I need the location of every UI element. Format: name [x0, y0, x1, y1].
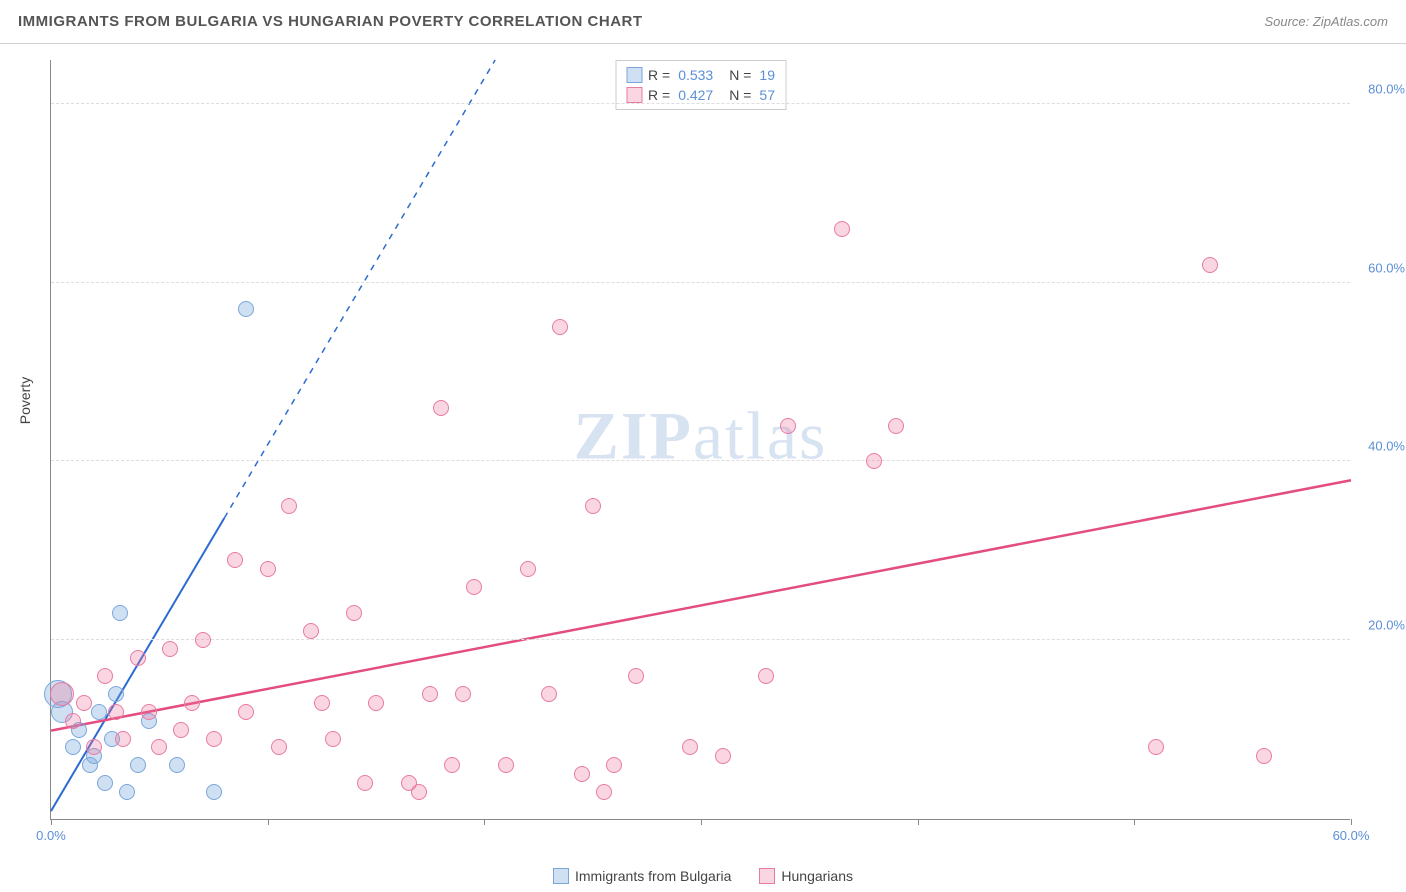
x-tick	[268, 819, 269, 825]
data-point	[195, 632, 211, 648]
legend-item: Immigrants from Bulgaria	[553, 868, 731, 884]
data-point	[130, 650, 146, 666]
data-point	[76, 695, 92, 711]
data-point	[368, 695, 384, 711]
legend-swatch	[553, 868, 569, 884]
data-point	[97, 775, 113, 791]
x-tick-label: 0.0%	[36, 828, 66, 843]
trend-line-dashed	[224, 60, 495, 518]
data-point	[50, 682, 74, 706]
y-axis-title: Poverty	[17, 377, 33, 424]
gridline	[51, 282, 1350, 283]
data-point	[444, 757, 460, 773]
data-point	[162, 641, 178, 657]
data-point	[346, 605, 362, 621]
x-tick	[1134, 819, 1135, 825]
data-point	[260, 561, 276, 577]
scatter-plot-area: ZIPatlas R =0.533N =19R =0.427N =57 20.0…	[50, 60, 1350, 820]
gridline	[51, 103, 1350, 104]
data-point	[303, 623, 319, 639]
data-point	[498, 757, 514, 773]
chart-title: IMMIGRANTS FROM BULGARIA VS HUNGARIAN PO…	[18, 13, 643, 30]
data-point	[585, 498, 601, 514]
data-point	[91, 704, 107, 720]
data-point	[834, 221, 850, 237]
data-point	[227, 552, 243, 568]
y-tick-label: 60.0%	[1368, 260, 1405, 275]
data-point	[552, 319, 568, 335]
data-point	[314, 695, 330, 711]
gridline	[51, 460, 1350, 461]
data-point	[758, 668, 774, 684]
y-tick-label: 20.0%	[1368, 618, 1405, 633]
data-point	[682, 739, 698, 755]
data-point	[866, 453, 882, 469]
y-tick-label: 80.0%	[1368, 81, 1405, 96]
source-label: Source:	[1264, 14, 1312, 29]
x-tick	[484, 819, 485, 825]
data-point	[281, 498, 297, 514]
data-point	[108, 704, 124, 720]
data-point	[466, 579, 482, 595]
data-point	[169, 757, 185, 773]
legend-item: Hungarians	[759, 868, 853, 884]
source-attribution: Source: ZipAtlas.com	[1264, 14, 1388, 29]
data-point	[715, 748, 731, 764]
series-legend: Immigrants from Bulgaria Hungarians	[553, 868, 853, 884]
data-point	[115, 731, 131, 747]
data-point	[130, 757, 146, 773]
data-point	[520, 561, 536, 577]
y-tick-label: 40.0%	[1368, 439, 1405, 454]
x-tick	[701, 819, 702, 825]
gridline	[51, 639, 1350, 640]
data-point	[119, 784, 135, 800]
data-point	[888, 418, 904, 434]
source-name: ZipAtlas.com	[1313, 14, 1388, 29]
data-point	[1148, 739, 1164, 755]
data-point	[325, 731, 341, 747]
data-point	[238, 301, 254, 317]
data-point	[238, 704, 254, 720]
data-point	[628, 668, 644, 684]
data-point	[65, 739, 81, 755]
data-point	[422, 686, 438, 702]
x-tick	[918, 819, 919, 825]
data-point	[411, 784, 427, 800]
data-point	[184, 695, 200, 711]
data-point	[173, 722, 189, 738]
data-point	[357, 775, 373, 791]
trend-line	[51, 480, 1351, 730]
x-tick	[51, 819, 52, 825]
legend-label: Immigrants from Bulgaria	[575, 868, 731, 884]
data-point	[112, 605, 128, 621]
data-point	[541, 686, 557, 702]
data-point	[606, 757, 622, 773]
data-point	[206, 784, 222, 800]
data-point	[574, 766, 590, 782]
x-tick-label: 60.0%	[1333, 828, 1370, 843]
data-point	[151, 739, 167, 755]
data-point	[86, 739, 102, 755]
data-point	[108, 686, 124, 702]
x-tick	[1351, 819, 1352, 825]
legend-label: Hungarians	[781, 868, 853, 884]
legend-swatch	[759, 868, 775, 884]
data-point	[97, 668, 113, 684]
data-point	[206, 731, 222, 747]
data-point	[433, 400, 449, 416]
data-point	[1256, 748, 1272, 764]
header: IMMIGRANTS FROM BULGARIA VS HUNGARIAN PO…	[0, 0, 1406, 44]
data-point	[271, 739, 287, 755]
data-point	[455, 686, 471, 702]
data-point	[65, 713, 81, 729]
data-point	[780, 418, 796, 434]
data-point	[141, 704, 157, 720]
data-point	[596, 784, 612, 800]
data-point	[1202, 257, 1218, 273]
